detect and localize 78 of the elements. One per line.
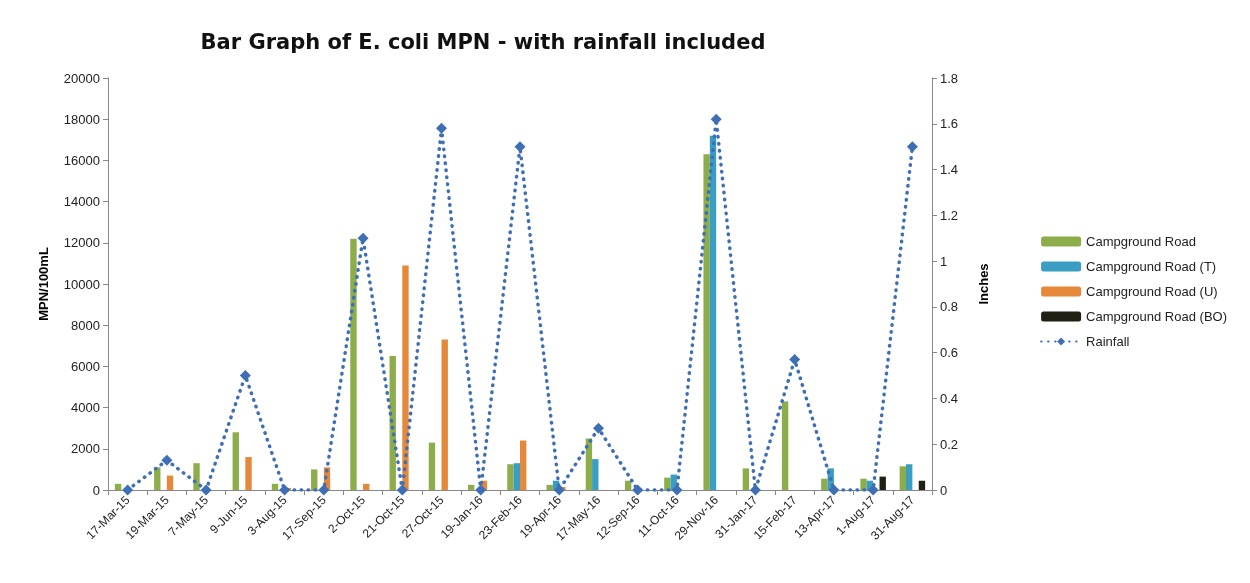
bar xyxy=(468,484,475,490)
point xyxy=(200,484,212,496)
bar xyxy=(906,464,913,490)
point xyxy=(906,141,918,153)
y-tick-label: 18000 xyxy=(63,111,100,127)
y-axis-title: MPN/100mL xyxy=(36,247,51,321)
y2-tick-label: 1.2 xyxy=(940,207,959,223)
y2-tick-label: 0.2 xyxy=(940,436,959,452)
bar xyxy=(363,483,370,490)
bar xyxy=(245,457,252,490)
bar xyxy=(781,401,789,490)
point xyxy=(789,354,801,366)
point xyxy=(828,484,840,496)
point xyxy=(475,484,487,496)
y2-tick-label: 0.8 xyxy=(940,299,959,315)
bar xyxy=(350,238,357,490)
y-tick-label: 12000 xyxy=(63,235,100,251)
bar xyxy=(232,432,239,490)
point xyxy=(318,484,330,496)
bar xyxy=(703,154,710,490)
bar xyxy=(709,135,717,490)
point xyxy=(632,484,644,496)
y2-tick-label: 0.6 xyxy=(940,345,959,361)
y-tick-label: 14000 xyxy=(63,194,100,210)
bar xyxy=(311,469,318,490)
legend-label: Rainfall xyxy=(1086,334,1130,349)
bar xyxy=(402,265,409,490)
point xyxy=(396,484,408,496)
y-tick-label: 0 xyxy=(92,482,100,498)
bar xyxy=(742,468,750,490)
point xyxy=(122,484,134,496)
y-tick-label: 20000 xyxy=(63,70,100,86)
point xyxy=(710,113,722,125)
y2-tick-label: 0.4 xyxy=(940,390,959,406)
bar xyxy=(513,463,520,490)
legend-label: Campground Road (BO) xyxy=(1086,309,1228,324)
point xyxy=(592,422,604,434)
bar xyxy=(546,484,553,490)
y-tick-label: 4000 xyxy=(71,400,100,416)
bar xyxy=(271,483,279,490)
y2-axis-title: Inches xyxy=(976,263,991,305)
bar xyxy=(821,478,828,490)
bar xyxy=(114,483,122,490)
legend-label: Campground Road (T) xyxy=(1086,259,1217,274)
y2-tick-label: 1 xyxy=(940,253,948,269)
legend-label: Campground Road xyxy=(1086,234,1196,249)
y2-tick-label: 1.4 xyxy=(940,162,959,178)
bar xyxy=(664,477,671,490)
bar xyxy=(193,463,200,490)
y-tick-label: 8000 xyxy=(71,317,100,333)
bar xyxy=(879,476,886,490)
point xyxy=(436,122,448,134)
point xyxy=(279,484,291,496)
point xyxy=(671,484,683,496)
bar xyxy=(507,464,514,490)
point xyxy=(239,370,251,382)
bar xyxy=(520,440,527,490)
bar xyxy=(441,339,448,490)
bar xyxy=(860,478,867,490)
point xyxy=(749,484,761,496)
legend-label: Campground Road (U) xyxy=(1086,284,1218,299)
point xyxy=(357,232,369,244)
y-tick-label: 10000 xyxy=(63,276,100,292)
bar xyxy=(918,480,926,490)
y-tick-label: 2000 xyxy=(71,441,100,457)
bar xyxy=(592,459,599,490)
y-tick-label: 16000 xyxy=(63,152,100,168)
chart-title: Bar Graph of E. coli MPN - with rainfall included xyxy=(200,29,766,54)
y2-tick-label: 0 xyxy=(940,482,948,498)
bar xyxy=(899,466,906,490)
bar xyxy=(166,475,174,490)
point xyxy=(161,454,173,466)
point xyxy=(553,484,565,496)
bar xyxy=(624,480,632,490)
y2-tick-label: 1.8 xyxy=(940,70,959,86)
y-tick-label: 6000 xyxy=(71,358,100,374)
bar xyxy=(428,442,436,490)
y2-tick-label: 1.6 xyxy=(940,116,959,132)
